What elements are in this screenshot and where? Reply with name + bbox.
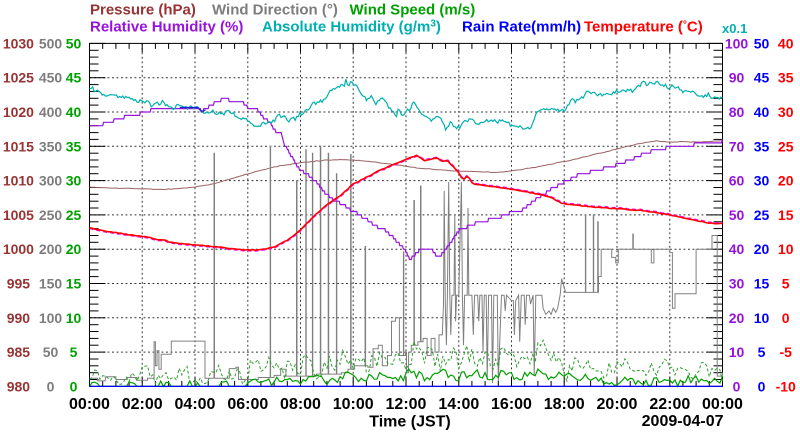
svg-text:Time (JST): Time (JST) <box>369 414 451 431</box>
svg-text:x0.1: x0.1 <box>722 21 747 36</box>
svg-text:1000: 1000 <box>3 241 34 257</box>
svg-text:0: 0 <box>758 378 766 394</box>
svg-text:300: 300 <box>39 173 63 189</box>
svg-text:2009-04-07: 2009-04-07 <box>642 413 724 430</box>
svg-text:04:00: 04:00 <box>175 396 216 413</box>
svg-text:12:00: 12:00 <box>386 396 427 413</box>
svg-text:14:00: 14:00 <box>438 396 479 413</box>
svg-text:Rain Rate(mm/h): Rain Rate(mm/h) <box>462 19 581 36</box>
svg-text:10:00: 10:00 <box>333 396 374 413</box>
svg-text:15: 15 <box>778 207 794 223</box>
svg-text:1030: 1030 <box>3 35 34 51</box>
svg-text:70: 70 <box>729 138 745 154</box>
svg-text:Absolute Humidity (g/m3): Absolute Humidity (g/m3) <box>262 19 441 36</box>
svg-text:350: 350 <box>39 138 63 154</box>
svg-text:00:00: 00:00 <box>69 396 110 413</box>
svg-text:5: 5 <box>782 276 790 292</box>
svg-text:08:00: 08:00 <box>280 396 321 413</box>
svg-text:500: 500 <box>39 35 63 51</box>
svg-text:400: 400 <box>39 104 63 120</box>
svg-text:40: 40 <box>729 241 745 257</box>
svg-text:450: 450 <box>39 70 63 86</box>
svg-text:985: 985 <box>7 344 31 360</box>
svg-text:-10: -10 <box>776 378 796 394</box>
svg-text:5: 5 <box>758 344 766 360</box>
svg-text:100: 100 <box>725 35 749 51</box>
svg-text:15: 15 <box>754 276 770 292</box>
svg-text:5: 5 <box>70 344 78 360</box>
svg-text:995: 995 <box>7 276 31 292</box>
svg-text:1025: 1025 <box>3 70 34 86</box>
svg-text:990: 990 <box>7 310 31 326</box>
svg-text:20: 20 <box>778 173 794 189</box>
svg-text:25: 25 <box>754 207 770 223</box>
svg-text:02:00: 02:00 <box>122 396 163 413</box>
svg-text:30: 30 <box>778 104 794 120</box>
svg-text:25: 25 <box>66 207 82 223</box>
svg-text:10: 10 <box>778 241 794 257</box>
svg-text:40: 40 <box>778 35 794 51</box>
svg-text:40: 40 <box>754 104 770 120</box>
svg-text:100: 100 <box>39 310 63 326</box>
svg-text:20: 20 <box>66 241 82 257</box>
svg-text:Pressure (hPa): Pressure (hPa) <box>90 2 196 19</box>
svg-text:20:00: 20:00 <box>597 396 638 413</box>
svg-text:Temperature (°C): Temperature (°C) <box>584 19 703 36</box>
svg-text:20: 20 <box>754 241 770 257</box>
svg-text:30: 30 <box>754 173 770 189</box>
svg-text:250: 250 <box>39 207 63 223</box>
svg-text:1010: 1010 <box>3 173 34 189</box>
svg-text:0: 0 <box>733 378 741 394</box>
svg-text:06:00: 06:00 <box>227 396 268 413</box>
svg-text:45: 45 <box>754 70 770 86</box>
svg-text:40: 40 <box>66 104 82 120</box>
svg-text:16:00: 16:00 <box>491 396 532 413</box>
svg-text:10: 10 <box>66 310 82 326</box>
svg-text:35: 35 <box>778 70 794 86</box>
svg-text:0: 0 <box>70 378 78 394</box>
svg-text:Wind Speed (m/s): Wind Speed (m/s) <box>350 2 476 19</box>
svg-text:1015: 1015 <box>3 138 34 154</box>
svg-text:90: 90 <box>729 70 745 86</box>
svg-text:22:00: 22:00 <box>649 396 690 413</box>
svg-text:980: 980 <box>7 378 31 394</box>
svg-text:Relative Humidity (%): Relative Humidity (%) <box>90 19 243 36</box>
svg-text:50: 50 <box>43 344 59 360</box>
svg-text:15: 15 <box>66 276 82 292</box>
svg-text:35: 35 <box>754 138 770 154</box>
svg-text:30: 30 <box>729 276 745 292</box>
svg-text:1020: 1020 <box>3 104 34 120</box>
svg-text:50: 50 <box>754 35 770 51</box>
svg-text:50: 50 <box>66 35 82 51</box>
svg-text:10: 10 <box>729 344 745 360</box>
svg-text:00:00: 00:00 <box>702 396 743 413</box>
svg-text:50: 50 <box>729 207 745 223</box>
svg-text:30: 30 <box>66 173 82 189</box>
svg-text:80: 80 <box>729 104 745 120</box>
svg-text:35: 35 <box>66 138 82 154</box>
svg-text:1005: 1005 <box>3 207 34 223</box>
svg-text:Wind Direction (°): Wind Direction (°) <box>212 2 338 19</box>
svg-text:0: 0 <box>782 310 790 326</box>
svg-text:20: 20 <box>729 310 745 326</box>
svg-text:0: 0 <box>47 378 55 394</box>
svg-text:60: 60 <box>729 173 745 189</box>
svg-text:10: 10 <box>754 310 770 326</box>
svg-text:18:00: 18:00 <box>544 396 585 413</box>
svg-text:25: 25 <box>778 138 794 154</box>
svg-text:150: 150 <box>39 276 63 292</box>
svg-text:-5: -5 <box>779 344 792 360</box>
svg-text:45: 45 <box>66 70 82 86</box>
svg-text:200: 200 <box>39 241 63 257</box>
